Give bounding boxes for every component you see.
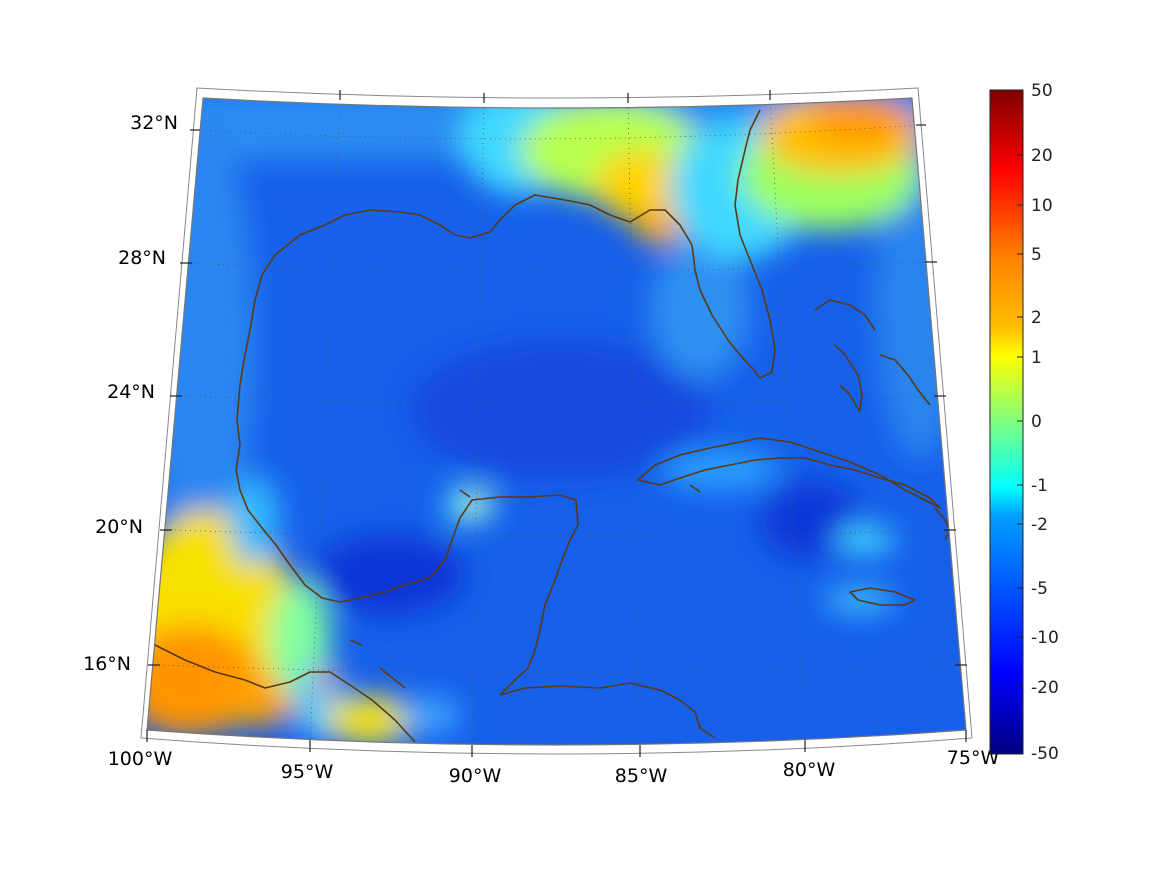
- map-outer-frame: [140, 87, 973, 755]
- graticule: [157, 98, 959, 743]
- colorbar: 50 20 10 5 2 1 0 -1 -2 -5 -10 -20 -50: [989, 81, 1059, 764]
- colorbar-label: -10: [1031, 628, 1059, 648]
- lon-label-95w: 95°W: [281, 761, 334, 783]
- lat-label-16n: 16°N: [83, 653, 131, 675]
- colorbar-label: 10: [1031, 196, 1053, 216]
- colorbar-label: -2: [1031, 515, 1048, 535]
- colorbar-label: 2: [1031, 308, 1042, 328]
- colorbar-label: -5: [1031, 579, 1048, 599]
- colorbar-label: -1: [1031, 476, 1048, 496]
- latitude-labels: 32°N 28°N 24°N 20°N 16°N: [83, 112, 178, 675]
- colorbar-label: 0: [1031, 412, 1042, 432]
- lat-label-28n: 28°N: [118, 247, 166, 269]
- colorbar-labels: 50 20 10 5 2 1 0 -1 -2 -5 -10 -20 -50: [1031, 81, 1059, 764]
- lon-label-100w: 100°W: [108, 748, 173, 770]
- anomaly-field: [147, 98, 966, 745]
- longitude-labels: 100°W 95°W 90°W 85°W 80°W 75°W: [108, 747, 1000, 787]
- lon-label-85w: 85°W: [615, 765, 668, 787]
- colorbar-label: 1: [1031, 348, 1042, 368]
- coastlines: [154, 109, 951, 743]
- colorbar-label: 20: [1031, 146, 1053, 166]
- lon-label-75w: 75°W: [947, 747, 1000, 769]
- lat-label-24n: 24°N: [107, 381, 155, 403]
- lat-label-32n: 32°N: [130, 112, 178, 134]
- colorbar-gradient: [989, 89, 1024, 755]
- colorbar-ticks: [1017, 154, 1023, 688]
- colorbar-label: -20: [1031, 678, 1059, 698]
- map-ticks: [146, 90, 967, 757]
- colorbar-label: 5: [1031, 245, 1042, 265]
- map-frame: [146, 97, 967, 746]
- map-panel: 32°N 28°N 24°N 20°N 16°N 100°W 95°W 90°W…: [83, 87, 1000, 787]
- lon-label-80w: 80°W: [783, 759, 836, 781]
- lat-label-20n: 20°N: [95, 516, 143, 538]
- colorbar-label: -50: [1031, 744, 1059, 764]
- colorbar-label: 50: [1031, 81, 1053, 101]
- lon-label-90w: 90°W: [449, 765, 502, 787]
